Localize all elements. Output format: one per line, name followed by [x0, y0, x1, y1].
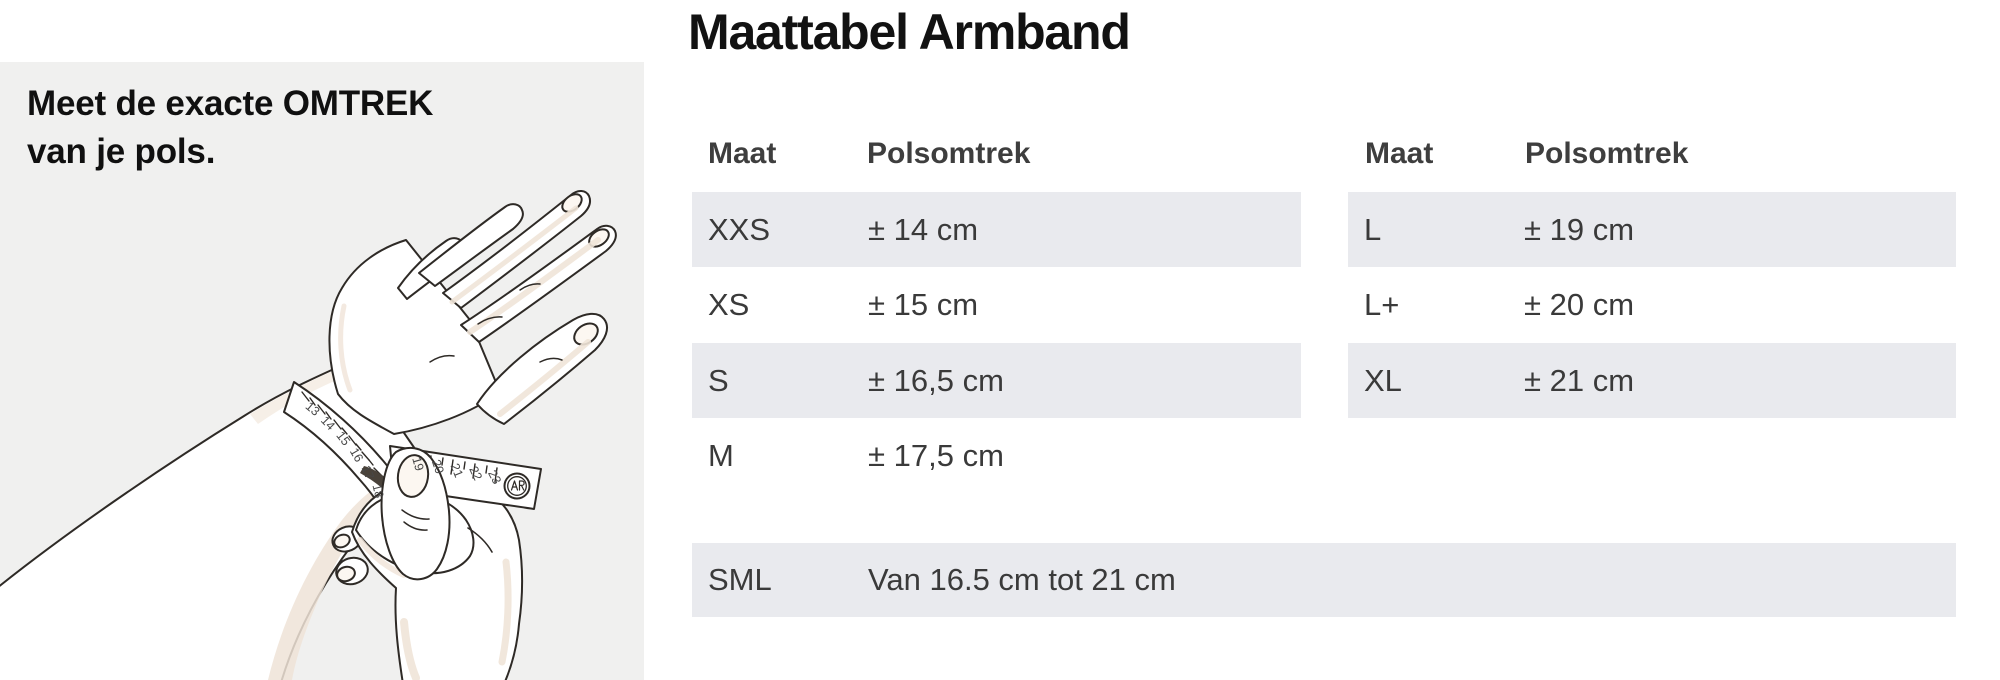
circumference-cell: ± 19 cm	[1524, 212, 1635, 247]
tape-number: 22	[466, 464, 485, 483]
size-cell: SML	[708, 562, 772, 597]
circumference-cell: ± 15 cm	[868, 287, 979, 322]
measure-instruction-panel: Meet de exacte OMTREK van je pols.	[0, 62, 644, 680]
column-header-polsomtrek: Polsomtrek	[1525, 137, 1689, 170]
column-header-polsomtrek: Polsomtrek	[867, 137, 1031, 170]
page-title: Maattabel Armband	[688, 4, 1131, 60]
circumference-cell: ± 17,5 cm	[868, 438, 1004, 473]
size-cell: XL	[1364, 363, 1402, 398]
tape-number: 15	[333, 429, 353, 449]
tape-number: 21	[448, 461, 466, 479]
table-row: L ± 19 cm	[1348, 192, 1956, 267]
table-row: M ± 17,5 cm	[692, 418, 1301, 493]
table-row: XL ± 21 cm	[1348, 343, 1956, 418]
circumference-cell: ± 16,5 cm	[868, 363, 1004, 398]
measure-instruction-caption: Meet de exacte OMTREK van je pols.	[27, 80, 587, 177]
caption-line-1: Meet de exacte OMTREK	[27, 84, 434, 123]
size-cell: L	[1364, 212, 1382, 247]
circumference-cell: ± 20 cm	[1524, 287, 1635, 322]
tape-number: 18	[369, 483, 386, 500]
circumference-cell: Van 16.5 cm tot 21 cm	[868, 562, 1176, 597]
wrist-measurement-illustration: 13 14 15 16 17 18 19 20 21 22 23	[0, 190, 617, 680]
tape-number: 19	[409, 455, 426, 472]
size-cell: XXS	[708, 212, 771, 247]
size-cell: XS	[708, 287, 750, 322]
size-cell: L+	[1364, 287, 1400, 322]
table-row: S ± 16,5 cm	[692, 343, 1301, 418]
table-row: L+ ± 20 cm	[1348, 267, 1956, 342]
tape-number: 17	[359, 463, 377, 481]
column-header-maat: Maat	[1365, 137, 1434, 170]
tape-number: 23	[485, 468, 504, 487]
circumference-cell: ± 14 cm	[868, 212, 979, 247]
size-cell: S	[708, 363, 729, 398]
tape-number: 20	[429, 458, 447, 476]
circumference-cell: ± 21 cm	[1524, 363, 1635, 398]
tape-number: 16	[347, 445, 366, 464]
caption-line-2: van je pols.	[27, 132, 216, 172]
column-header-maat: Maat	[708, 137, 777, 170]
table-row: XS ± 15 cm	[692, 267, 1301, 342]
table-row: XXS ± 14 cm	[692, 192, 1301, 267]
size-cell: M	[708, 438, 734, 473]
table-row-combined-sml: SML Van 16.5 cm tot 21 cm	[692, 543, 1956, 617]
